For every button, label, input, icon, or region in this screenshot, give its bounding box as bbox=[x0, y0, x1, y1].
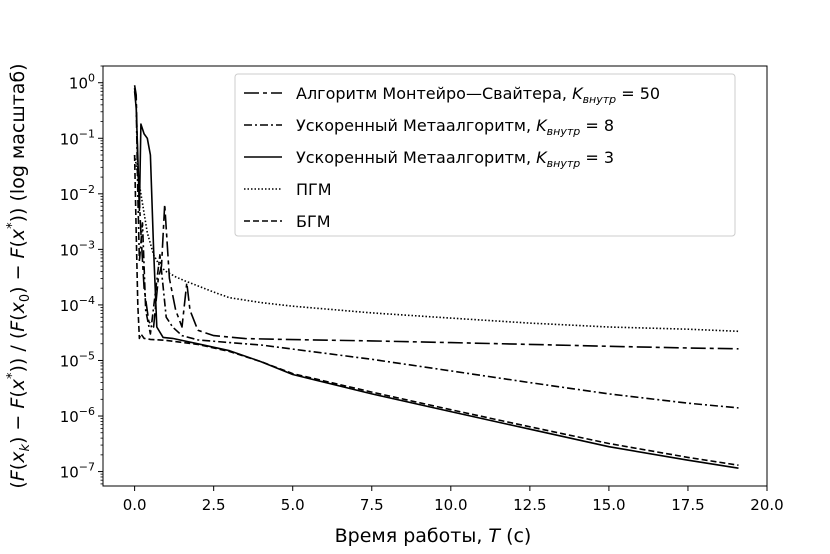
y-tick-label: 100 bbox=[69, 72, 95, 93]
x-axis: 0.0 2.5 5.0 7.5 10.0 12.5 15.0 17.5 20.0 bbox=[123, 486, 784, 514]
legend: Алгоритм Монтейро—Свайтера, Kвнутр = 50 У… bbox=[234, 73, 736, 237]
series-line-2 bbox=[133, 91, 739, 469]
legend-label-3: ПГМ bbox=[296, 180, 332, 199]
legend-label-0: Алгоритм Монтейро—Свайтера, Kвнутр = 50 bbox=[296, 84, 660, 106]
y-tick-label: 10−4 bbox=[60, 294, 95, 315]
x-tick-label: 2.5 bbox=[202, 496, 226, 514]
series-line-4 bbox=[133, 154, 739, 466]
series-lines bbox=[133, 85, 739, 469]
x-tick-label: 15.0 bbox=[592, 496, 625, 514]
plot-frame bbox=[102, 65, 768, 487]
y-tick-label: 10−1 bbox=[60, 127, 95, 148]
legend-label-1: Ускоренный Метаалгоритм, Kвнутр = 8 bbox=[296, 116, 614, 138]
x-axis-label: Время работы, T (с) bbox=[335, 525, 532, 547]
y-axis-label: (F(xk) − F(x*)) / (F(x0) − F(x*)) (log м… bbox=[5, 63, 33, 488]
x-tick-label: 20.0 bbox=[750, 496, 783, 514]
legend-box bbox=[234, 73, 736, 237]
y-axis: 100 10−1 10−2 10−3 10−4 10−5 10−6 10−7 bbox=[60, 65, 103, 485]
series-line-3 bbox=[133, 154, 739, 333]
x-tick-label: 17.5 bbox=[671, 496, 704, 514]
x-tick-label: 7.5 bbox=[360, 496, 384, 514]
legend-label-2: Ускоренный Метаалгоритм, Kвнутр = 3 bbox=[296, 148, 614, 170]
y-tick-label: 10−6 bbox=[60, 405, 95, 426]
x-tick-label: 10.0 bbox=[434, 496, 467, 514]
x-tick-label: 0.0 bbox=[123, 496, 147, 514]
y-tick-label: 10−2 bbox=[60, 183, 95, 204]
y-tick-label: 10−3 bbox=[60, 238, 95, 259]
legend-label-4: БГМ bbox=[296, 212, 331, 231]
y-tick-label: 10−7 bbox=[60, 461, 95, 482]
y-tick-label: 10−5 bbox=[60, 349, 95, 370]
x-tick-label: 5.0 bbox=[281, 496, 305, 514]
series-line-1 bbox=[133, 88, 739, 409]
x-tick-label: 12.5 bbox=[513, 496, 546, 514]
